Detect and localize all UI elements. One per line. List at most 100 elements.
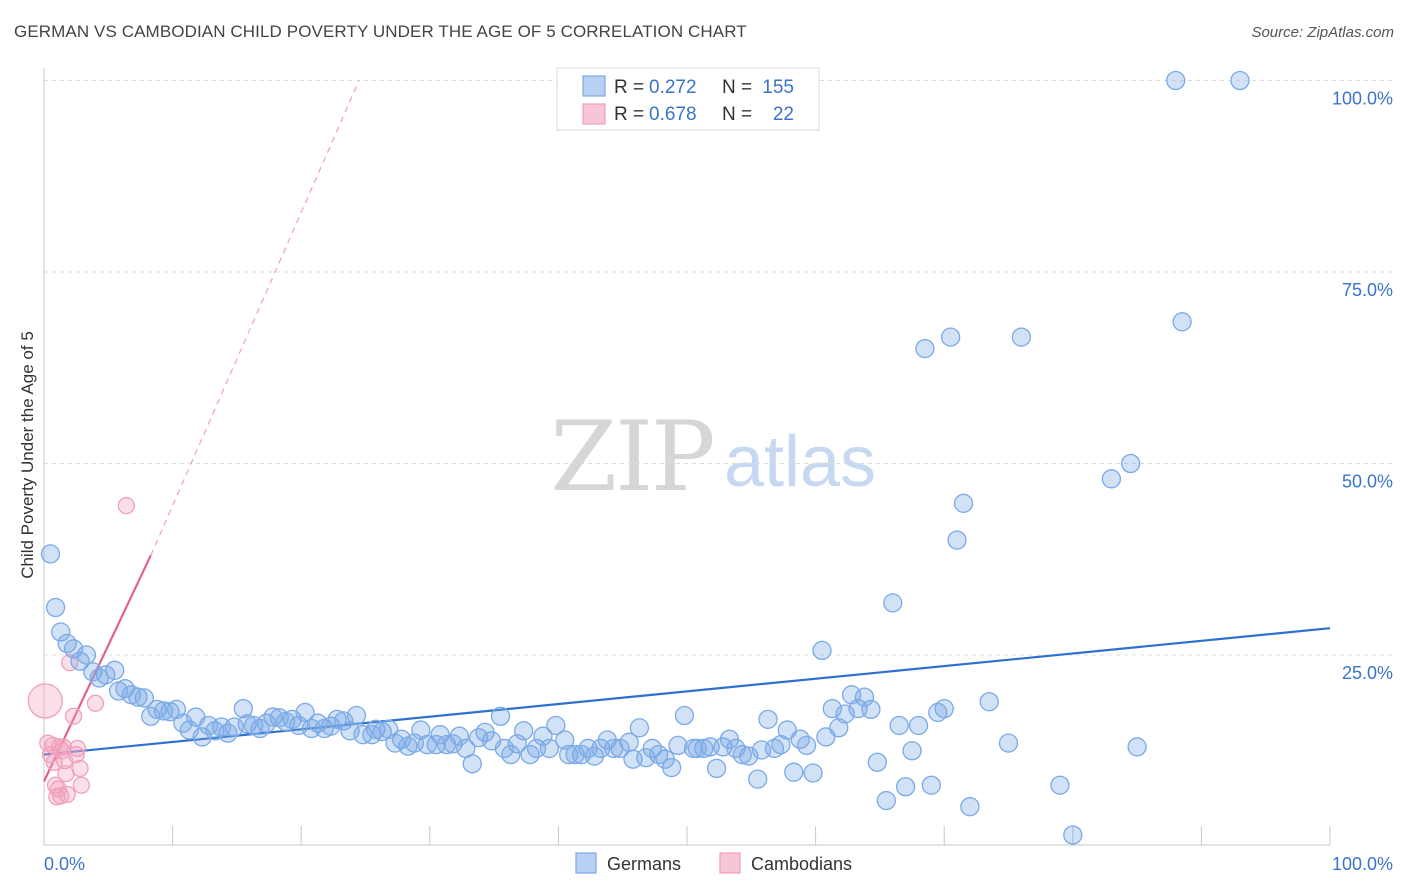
germans-point-133 bbox=[895, 777, 916, 797]
germans-point-60 bbox=[426, 734, 446, 755]
bottom-legend: Germans Cambodians bbox=[575, 852, 852, 874]
watermark: ZIP atlas bbox=[550, 401, 876, 513]
germans-point-149 bbox=[1101, 469, 1122, 489]
germans-points bbox=[40, 70, 1250, 845]
germans-point-30 bbox=[233, 698, 253, 719]
bottom-legend-swatch-cambodians bbox=[719, 852, 741, 874]
germans-point-116 bbox=[784, 762, 804, 782]
germans-point-120 bbox=[812, 640, 832, 661]
germans-point-118 bbox=[796, 735, 817, 756]
cambodians-point-16 bbox=[64, 707, 83, 725]
legend-n-value-1: 155 bbox=[762, 77, 794, 98]
germans-point-99 bbox=[674, 705, 695, 726]
y-tick-label-2: 75.0% bbox=[1342, 280, 1393, 300]
x-tick-label-0: 0.0% bbox=[44, 854, 85, 874]
germans-point-145 bbox=[998, 733, 1019, 753]
germans-point-9 bbox=[96, 665, 116, 685]
germans-point-152 bbox=[1166, 70, 1186, 91]
germans-point-66 bbox=[462, 754, 482, 774]
y-tick-label-1: 50.0% bbox=[1342, 472, 1393, 492]
cambodians-point-14 bbox=[58, 785, 76, 804]
cambodians-point-11 bbox=[54, 738, 72, 756]
bottom-legend-germans: Germans bbox=[607, 854, 681, 874]
germans-point-85 bbox=[584, 746, 605, 766]
germans-point-119 bbox=[803, 763, 823, 783]
tick-labels: 25.0% 50.0% 75.0% 100.0% 0.0% 100.0% bbox=[44, 89, 1393, 875]
legend-r-label-1: R = bbox=[614, 77, 644, 98]
germans-point-130 bbox=[876, 790, 896, 811]
bottom-legend-swatch-germans bbox=[575, 852, 597, 874]
x-tick-label-1: 100.0% bbox=[1332, 854, 1393, 874]
germans-point-137 bbox=[921, 775, 941, 795]
legend-swatch-germans bbox=[582, 75, 606, 97]
legend: R = 0.272 N = 155 R = 0.678 N = 22 bbox=[556, 67, 820, 131]
germans-point-151 bbox=[1127, 737, 1147, 757]
germans-point-0 bbox=[40, 544, 61, 564]
y-tick-label-3: 100.0% bbox=[1332, 89, 1393, 109]
germans-point-153 bbox=[1172, 312, 1192, 332]
cambodians-trend-line bbox=[43, 554, 152, 782]
cambodians-point-19 bbox=[71, 759, 89, 778]
germans-point-1 bbox=[45, 597, 66, 618]
legend-r-value-1: 0.272 bbox=[649, 77, 697, 98]
germans-point-139 bbox=[934, 698, 954, 719]
watermark-atlas: atlas bbox=[724, 422, 876, 502]
chart-title: GERMAN VS CAMBODIAN CHILD POVERTY UNDER … bbox=[14, 22, 747, 41]
germans-point-14 bbox=[128, 687, 148, 707]
cambodians-point-20 bbox=[72, 776, 90, 794]
germans-point-45 bbox=[327, 709, 347, 729]
legend-r-label-2: R = bbox=[614, 104, 644, 125]
germans-point-142 bbox=[953, 493, 974, 513]
germans-point-74 bbox=[514, 721, 534, 741]
watermark-zip: ZIP bbox=[550, 401, 713, 513]
cambodians-point-22 bbox=[117, 496, 135, 515]
germans-point-146 bbox=[1011, 327, 1032, 347]
germans-point-110 bbox=[748, 769, 768, 789]
cambodians-points bbox=[27, 496, 135, 806]
legend-n-label-2: N = bbox=[722, 104, 752, 125]
germans-point-127 bbox=[854, 687, 875, 707]
cambodians-point-0 bbox=[27, 683, 63, 719]
germans-point-144 bbox=[979, 692, 999, 712]
germans-point-108 bbox=[732, 744, 752, 765]
germans-point-78 bbox=[539, 738, 560, 759]
germans-point-154 bbox=[1230, 70, 1250, 91]
cambodians-point-17 bbox=[67, 745, 85, 764]
germans-point-136 bbox=[915, 338, 935, 359]
bottom-legend-cambodians: Cambodians bbox=[751, 854, 852, 874]
germans-point-6 bbox=[76, 645, 97, 665]
cambodians-point-21 bbox=[86, 694, 105, 712]
germans-point-92 bbox=[629, 718, 650, 738]
legend-n-label-1: N = bbox=[722, 77, 752, 98]
source-label: Source: ZipAtlas.com bbox=[1251, 24, 1394, 41]
germans-point-131 bbox=[883, 593, 903, 613]
cambodians-point-18 bbox=[68, 739, 87, 758]
germans-point-132 bbox=[889, 715, 909, 736]
germans-point-70 bbox=[490, 706, 511, 726]
germans-point-135 bbox=[908, 715, 929, 736]
germans-point-150 bbox=[1121, 453, 1141, 474]
germans-point-112 bbox=[758, 709, 778, 729]
germans-point-98 bbox=[668, 735, 688, 756]
cambodians-trend-extension bbox=[150, 80, 360, 556]
germans-point-80 bbox=[555, 730, 575, 750]
y-tick-label-0: 25.0% bbox=[1342, 663, 1393, 683]
germans-point-79 bbox=[546, 715, 566, 736]
germans-point-141 bbox=[947, 530, 967, 550]
germans-point-48 bbox=[346, 705, 367, 726]
germans-point-134 bbox=[902, 741, 922, 761]
germans-point-97 bbox=[661, 757, 682, 778]
legend-swatch-cambodians bbox=[582, 103, 606, 125]
cambodians-point-9 bbox=[52, 787, 70, 805]
germans-point-77 bbox=[533, 726, 553, 746]
germans-point-143 bbox=[960, 797, 980, 817]
germans-point-140 bbox=[940, 327, 961, 347]
germans-point-2 bbox=[51, 622, 71, 642]
legend-n-value-2: 22 bbox=[773, 104, 794, 125]
cambodians-point-7 bbox=[49, 780, 67, 798]
germans-point-128 bbox=[861, 699, 881, 720]
germans-point-104 bbox=[706, 758, 727, 779]
germans-point-15 bbox=[134, 688, 154, 708]
grid bbox=[44, 80, 1394, 656]
